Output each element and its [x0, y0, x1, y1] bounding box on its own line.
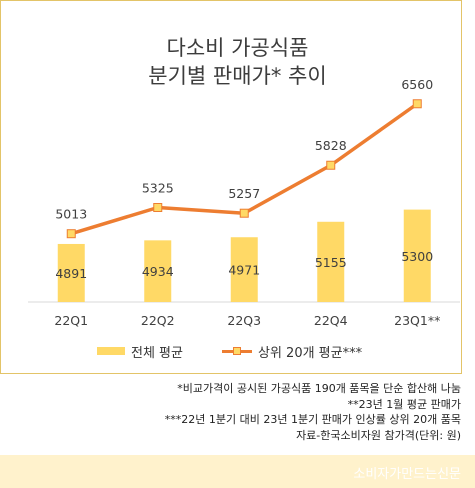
footnote-1: *비교가격이 공시된 가공식품 190개 품목을 단순 합산해 나눔: [177, 382, 461, 395]
line-marker: [239, 208, 249, 218]
legend-item-line: 상위 20개 평균***: [222, 340, 362, 362]
bar-value-label: 4891: [55, 266, 87, 281]
footnote-2: **23년 1월 평균 판매가: [347, 397, 461, 411]
legend-label-bar: 전체 평균: [131, 345, 183, 361]
watermark: 소비자가만드는신문: [353, 467, 461, 482]
line-marker: [153, 203, 163, 212]
line-value-label: 6560: [401, 77, 433, 92]
footnotes: *비교가격이 공시된 가공식품 190개 품목을 단순 합산해 나눔 **23년…: [21, 381, 461, 443]
legend-swatch-bar: [97, 347, 125, 355]
legend-item-bar: 전체 평균: [97, 340, 183, 362]
bar-22Q2: [144, 240, 172, 302]
chart-frame: [0, 0, 462, 374]
line-marker: [412, 99, 422, 109]
bottom-band: 소비자가만드는신문: [0, 455, 475, 488]
x-tick-label: 22Q3: [227, 313, 261, 328]
x-tick-label: 22Q1: [54, 313, 88, 328]
bar-value-label: 4971: [228, 263, 260, 278]
line-value-label: 5257: [228, 186, 260, 201]
chart-title-line2: 분기별 판매가* 추이: [148, 64, 327, 88]
x-tick-label: 22Q2: [141, 313, 175, 328]
x-tick-label: 23Q1**: [394, 313, 440, 328]
line-value-label: 5828: [315, 138, 347, 153]
line-value-label: 5013: [55, 207, 87, 222]
bar-22Q3: [230, 237, 258, 302]
footnote-source: 자료-한국소비자원 참가격(단위: 원): [296, 428, 461, 442]
chart-legend: 전체 평균 상위 20개 평균***: [0, 340, 475, 362]
bar-value-label: 5155: [315, 255, 347, 270]
line-marker: [326, 160, 336, 170]
bar-value-label: 5300: [401, 249, 433, 264]
bar-22Q1: [57, 243, 85, 302]
bar-value-label: 4934: [142, 264, 174, 279]
legend-label-line: 상위 20개 평균***: [258, 345, 363, 361]
line-value-label: 5325: [142, 181, 174, 196]
bar-23Q1: [403, 209, 431, 302]
legend-swatch-line: [222, 347, 252, 355]
chart-title-line1: 다소비 가공식품: [166, 36, 309, 60]
line-marker: [66, 229, 76, 239]
x-tick-label: 22Q4: [314, 313, 348, 328]
bar-22Q4: [317, 221, 345, 302]
footnote-3: ***22년 1분기 대비 23년 1분기 판매가 인상률 상위 20개 품목: [164, 413, 461, 426]
